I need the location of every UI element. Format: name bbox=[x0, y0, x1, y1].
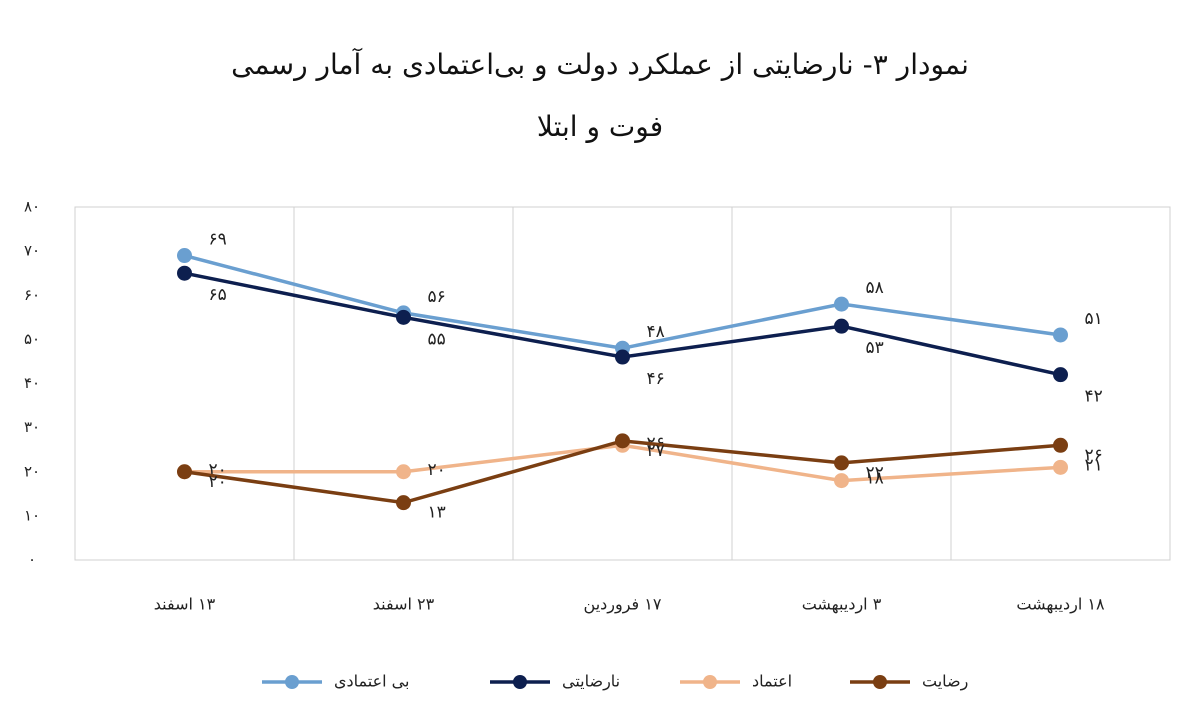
data-label: ۴۲ bbox=[1085, 387, 1103, 407]
data-point bbox=[834, 318, 849, 334]
data-label: ۲۰ bbox=[428, 460, 446, 480]
legend-marker bbox=[703, 675, 717, 689]
x-tick-label: ۲۳ اسفند bbox=[373, 595, 435, 614]
data-label: ۶۹ bbox=[209, 230, 227, 250]
y-tick-label: ۶۰ bbox=[24, 286, 40, 304]
y-tick-label: ۳۰ bbox=[24, 418, 40, 436]
data-label: ۴۶ bbox=[647, 369, 665, 389]
y-tick-label: ۵۰ bbox=[24, 330, 40, 348]
data-point bbox=[396, 464, 411, 480]
data-point bbox=[1053, 437, 1068, 453]
legend-marker bbox=[873, 675, 887, 689]
x-tick-label: ۱۳ اسفند bbox=[154, 595, 216, 614]
data-point bbox=[615, 433, 630, 449]
data-point bbox=[177, 265, 192, 281]
data-point bbox=[834, 473, 849, 489]
data-label: ۶۵ bbox=[209, 285, 227, 305]
legend-label: رضایت bbox=[922, 672, 968, 692]
chart-title: نمودار ۳- نارضایتی از عملکرد دولت و بی‌ا… bbox=[231, 48, 969, 81]
data-label: ۵۱ bbox=[1085, 309, 1103, 329]
data-point bbox=[177, 248, 192, 264]
x-tick-label: ۱۸ اردیبهشت bbox=[1016, 595, 1105, 615]
data-point bbox=[834, 455, 849, 471]
legend-label: بی اعتمادی bbox=[334, 672, 409, 691]
data-label: ۲۰ bbox=[209, 472, 227, 492]
data-point bbox=[1053, 327, 1068, 343]
y-tick-label: ۱۰ bbox=[24, 506, 40, 524]
data-label: ۱۸ bbox=[866, 469, 884, 489]
y-tick-label: ۰ bbox=[28, 551, 36, 569]
chart-title: فوت و ابتلا bbox=[537, 110, 663, 143]
data-label: ۵۸ bbox=[866, 278, 884, 298]
data-point bbox=[1053, 367, 1068, 383]
data-point bbox=[615, 349, 630, 365]
y-tick-label: ۴۰ bbox=[24, 374, 40, 392]
data-point bbox=[1053, 459, 1068, 475]
data-label: ۲۷ bbox=[647, 441, 665, 461]
x-tick-label: ۱۷ فروردین bbox=[584, 595, 662, 615]
legend-marker bbox=[513, 675, 527, 689]
legend-marker bbox=[285, 675, 299, 689]
y-tick-label: ۸۰ bbox=[24, 198, 40, 216]
legend-label: نارضایتی bbox=[562, 672, 620, 692]
data-label: ۲۲ bbox=[866, 463, 884, 483]
plot-frame bbox=[74, 206, 1171, 561]
x-tick-label: ۳ اردیبهشت bbox=[802, 595, 882, 615]
data-label: ۲۶ bbox=[1085, 445, 1103, 465]
data-label: ۴۸ bbox=[647, 322, 665, 342]
data-label: ۵۳ bbox=[866, 338, 884, 358]
data-point bbox=[396, 309, 411, 325]
data-label: ۱۳ bbox=[428, 503, 446, 523]
legend-label: اعتماد bbox=[752, 672, 792, 691]
data-point bbox=[396, 495, 411, 511]
data-label: ۵۵ bbox=[428, 329, 446, 349]
data-label: ۵۶ bbox=[428, 287, 446, 307]
data-point bbox=[177, 464, 192, 480]
data-point bbox=[834, 296, 849, 312]
series-line bbox=[184, 253, 1061, 350]
y-tick-label: ۲۰ bbox=[24, 462, 40, 480]
data-label: ۲۱ bbox=[1085, 455, 1103, 475]
y-tick-label: ۷۰ bbox=[24, 242, 40, 260]
